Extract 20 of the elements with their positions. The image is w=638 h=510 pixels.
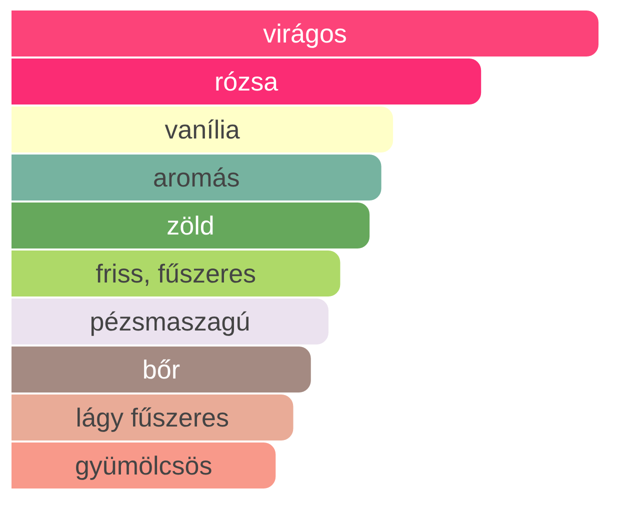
y-tick-label: bőr — [142, 354, 180, 384]
bar — [12, 346, 311, 393]
y-tick-label: rózsa — [214, 66, 279, 96]
bar — [12, 154, 382, 201]
y-tick-label: friss, fűszeres — [96, 258, 256, 288]
y-tick-label: gyümölcsös — [74, 450, 212, 480]
y-tick-label: vanília — [164, 114, 240, 144]
y-tick-label: aromás — [153, 162, 240, 192]
bar — [12, 250, 340, 297]
bar — [12, 58, 482, 105]
bar — [12, 10, 598, 57]
y-tick-label: zöld — [166, 210, 214, 240]
bar — [12, 394, 294, 441]
bar — [12, 106, 394, 153]
bar — [12, 442, 276, 489]
bar — [12, 298, 328, 345]
bar — [12, 202, 370, 249]
y-tick-label: pézsmaszagú — [90, 306, 250, 336]
y-tick-label: lágy fűszeres — [76, 402, 229, 432]
y-tick-label: virágos — [263, 18, 347, 48]
